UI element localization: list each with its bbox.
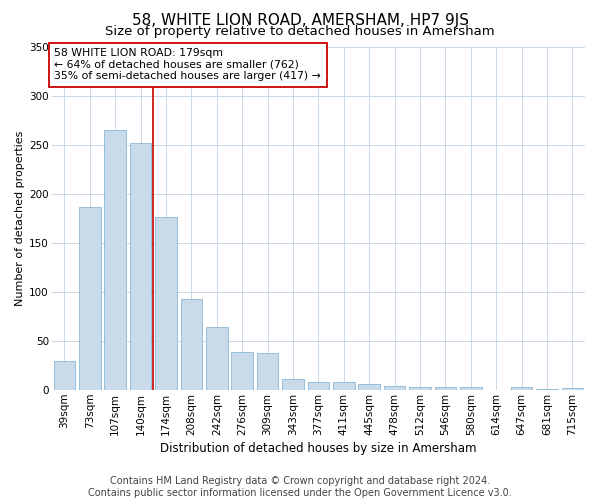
Text: Contains HM Land Registry data © Crown copyright and database right 2024.
Contai: Contains HM Land Registry data © Crown c…: [88, 476, 512, 498]
Bar: [434, 387, 456, 390]
Bar: [409, 387, 431, 390]
Bar: [536, 389, 557, 390]
Bar: [79, 206, 101, 390]
Bar: [104, 130, 126, 390]
Bar: [282, 380, 304, 390]
Bar: [562, 388, 583, 390]
Bar: [155, 218, 177, 390]
Bar: [384, 386, 406, 390]
Bar: [53, 360, 75, 390]
Text: 58 WHITE LION ROAD: 179sqm
← 64% of detached houses are smaller (762)
35% of sem: 58 WHITE LION ROAD: 179sqm ← 64% of deta…: [55, 48, 321, 82]
Bar: [358, 384, 380, 390]
Bar: [130, 142, 151, 390]
Bar: [257, 353, 278, 390]
X-axis label: Distribution of detached houses by size in Amersham: Distribution of detached houses by size …: [160, 442, 476, 455]
Bar: [232, 352, 253, 390]
Text: 58, WHITE LION ROAD, AMERSHAM, HP7 9JS: 58, WHITE LION ROAD, AMERSHAM, HP7 9JS: [131, 12, 469, 28]
Text: Size of property relative to detached houses in Amersham: Size of property relative to detached ho…: [105, 25, 495, 38]
Y-axis label: Number of detached properties: Number of detached properties: [15, 130, 25, 306]
Bar: [206, 328, 227, 390]
Bar: [511, 387, 532, 390]
Bar: [333, 382, 355, 390]
Bar: [460, 387, 482, 390]
Bar: [181, 299, 202, 390]
Bar: [308, 382, 329, 390]
